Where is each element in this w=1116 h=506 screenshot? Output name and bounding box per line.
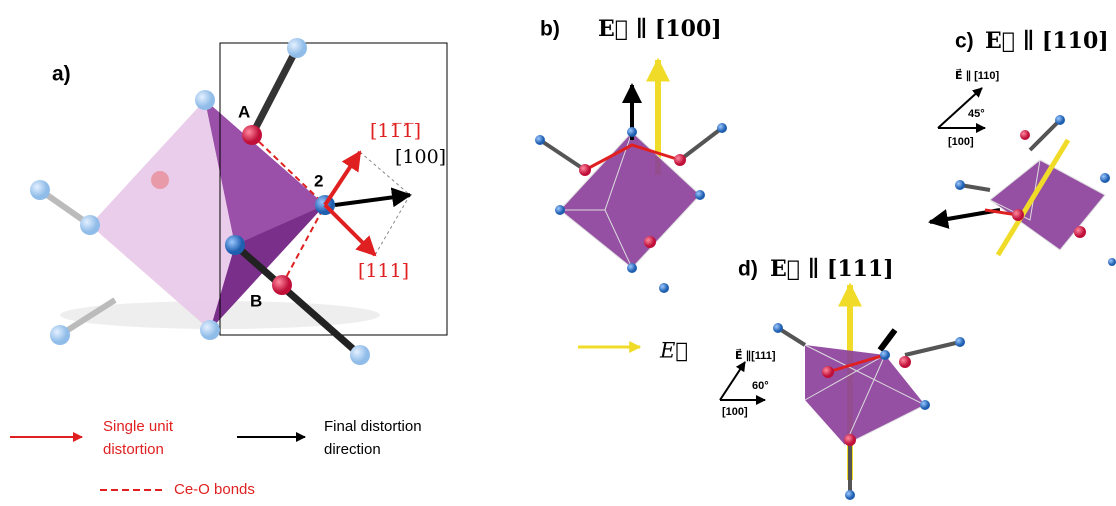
atom: [242, 125, 262, 145]
legend-text: Ce-O bonds: [174, 481, 255, 498]
atom-label: 2: [314, 171, 323, 190]
direction-label: [11̅1̅]: [370, 120, 421, 142]
legend-text: distortion: [103, 441, 164, 458]
atom: [535, 135, 545, 145]
bond: [58, 297, 117, 338]
field-arrow: [995, 138, 1071, 257]
atom: [555, 205, 565, 215]
atom: [80, 215, 100, 235]
atom: [920, 400, 930, 410]
atom: [695, 190, 705, 200]
atom: [1074, 226, 1086, 238]
panel-label: a): [52, 63, 71, 86]
edges: [804, 344, 927, 447]
distortion: [827, 353, 886, 374]
atom: [899, 356, 911, 368]
atom: [845, 490, 855, 500]
atom: [880, 350, 890, 360]
panel-label: c): [955, 30, 974, 53]
atom: [627, 263, 637, 273]
atom: [717, 123, 727, 133]
atom: [30, 180, 50, 200]
distortion: [584, 143, 681, 172]
inset-label: 60°: [752, 380, 769, 392]
vector: [334, 187, 412, 208]
vector: [323, 150, 362, 207]
octahedron-face: [205, 100, 325, 245]
atom-label: B: [250, 291, 262, 310]
atom: [659, 283, 669, 293]
atom: [627, 127, 637, 137]
atom: [773, 323, 783, 333]
atom: [955, 337, 965, 347]
legend-text: Single unit: [103, 418, 174, 435]
panel-label: d): [738, 258, 758, 281]
atom: [1012, 209, 1024, 221]
panel-label: b): [540, 18, 560, 41]
atom: [1100, 173, 1110, 183]
bond: [538, 138, 587, 172]
inset-arrow: [719, 361, 746, 401]
bond: [1028, 118, 1062, 152]
atom: [225, 235, 245, 255]
bond: [248, 46, 301, 137]
panel-c: c) E⃗ ∥ [110] E⃗ ∥ [110] 45° [100]: [928, 28, 1116, 266]
panel-a: a) A B 2 [11̅1̅] [100] [111]: [30, 38, 448, 365]
atom: [287, 38, 307, 58]
ce-o-bond: [281, 204, 326, 286]
atom: [151, 171, 169, 189]
octahedron: [560, 132, 700, 268]
atom: [195, 90, 215, 110]
atom: [644, 236, 656, 248]
atom: [200, 320, 220, 340]
atom: [272, 275, 292, 295]
field-label: E⃗: [659, 339, 688, 363]
inset-arrow: [937, 87, 983, 129]
inset-label: [100]: [722, 406, 748, 418]
legend-text: Final distortion: [324, 418, 422, 435]
atom: [955, 180, 965, 190]
bond: [232, 242, 363, 358]
ce-o-bond: [251, 134, 326, 206]
legend: Single unit distortion Final distortion …: [10, 418, 422, 498]
panel-d: d) E⃗ ∥ [111] E⃗ ∥[111] 60° [100]: [719, 256, 965, 500]
inset-label: E⃗ ∥ [110]: [955, 68, 1000, 82]
bond: [904, 340, 961, 357]
atom: [579, 164, 591, 176]
inset-label: 45°: [968, 108, 985, 120]
bond: [959, 183, 991, 192]
inset-label: E⃗ ∥[111]: [735, 348, 776, 362]
vector: [323, 203, 377, 257]
panel-title: E⃗ ∥ [100]: [598, 16, 722, 42]
direction-label: [100]: [395, 146, 446, 168]
bond: [678, 126, 724, 162]
legend-text: direction: [324, 441, 381, 458]
atom: [50, 325, 70, 345]
atom: [350, 345, 370, 365]
atom: [844, 434, 856, 446]
octahedron-faded: [90, 100, 235, 330]
vector: [877, 328, 898, 352]
atom: [674, 154, 686, 166]
panel-title: E⃗ ∥ [111]: [770, 256, 894, 282]
direction-label: [111]: [358, 260, 409, 282]
atom: [822, 366, 834, 378]
panel-b: E⃗ b) E⃗ ∥ [100]: [535, 16, 727, 363]
bond: [776, 326, 807, 347]
inset-label: [100]: [948, 136, 974, 148]
bond: [38, 187, 92, 228]
edges: [989, 159, 1106, 251]
atom: [1108, 258, 1116, 266]
atom-label: A: [238, 102, 250, 121]
atom: [1055, 115, 1065, 125]
atom: [1020, 130, 1030, 140]
panel-title: E⃗ ∥ [110]: [985, 28, 1109, 54]
